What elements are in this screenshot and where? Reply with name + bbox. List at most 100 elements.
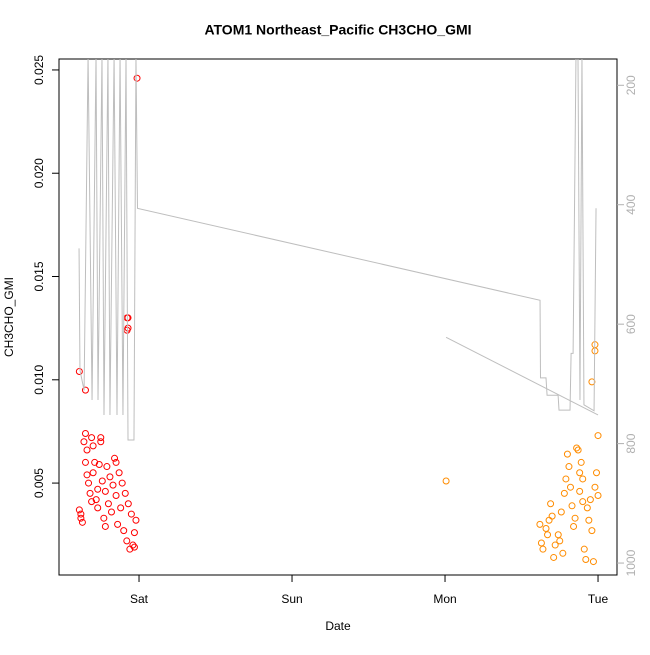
point <box>537 539 545 547</box>
point <box>75 368 83 376</box>
point <box>562 475 570 483</box>
point <box>77 514 85 522</box>
point <box>75 506 83 514</box>
point <box>124 314 132 322</box>
point <box>130 529 138 537</box>
point <box>101 522 109 530</box>
y-tick-label: 0.015 <box>32 261 46 291</box>
point <box>579 475 587 483</box>
point <box>582 556 590 564</box>
y-tick-label: 0.005 <box>32 468 46 498</box>
point <box>111 454 119 462</box>
point <box>109 481 117 489</box>
point <box>80 438 88 446</box>
point <box>579 498 587 506</box>
point <box>545 516 553 524</box>
point <box>114 520 122 528</box>
y2-tick-label: 1000 <box>624 549 638 576</box>
point <box>124 500 132 508</box>
point <box>559 549 567 557</box>
point <box>129 541 137 549</box>
point <box>81 430 89 438</box>
point <box>568 502 576 510</box>
x-tick-label: Sat <box>130 592 149 606</box>
point <box>557 508 565 516</box>
point <box>583 504 591 512</box>
point <box>586 496 594 504</box>
point <box>112 491 120 499</box>
point <box>91 458 99 466</box>
point <box>588 527 596 535</box>
point <box>576 469 584 477</box>
point <box>81 458 89 466</box>
point <box>121 489 129 497</box>
chart-title: ATOM1 Northeast_Pacific CH3CHO_GMI <box>204 22 471 38</box>
point <box>542 525 550 533</box>
point <box>97 434 105 442</box>
point <box>580 545 588 553</box>
point <box>585 516 593 524</box>
y2-tick-label: 200 <box>624 75 638 95</box>
point <box>132 516 140 524</box>
point <box>547 500 555 508</box>
point <box>94 504 102 512</box>
y-tick-label: 0.020 <box>32 158 46 188</box>
point <box>570 522 578 530</box>
point <box>554 531 562 539</box>
point <box>118 479 126 487</box>
point <box>563 450 571 458</box>
y2-tick-label: 600 <box>624 314 638 334</box>
y-tick-label: 0.010 <box>32 364 46 394</box>
point <box>544 531 552 539</box>
point <box>89 442 97 450</box>
x-tick-label: Sun <box>281 592 302 606</box>
point <box>103 463 111 471</box>
point <box>81 386 89 394</box>
point <box>127 510 135 518</box>
point <box>133 74 141 82</box>
point <box>589 558 597 566</box>
point <box>548 512 556 520</box>
y2-tick-label: 800 <box>624 433 638 453</box>
point <box>115 469 123 477</box>
point <box>78 518 86 526</box>
point <box>573 444 581 452</box>
point <box>94 485 102 493</box>
point <box>89 469 97 477</box>
point <box>594 432 602 440</box>
point <box>83 471 91 479</box>
point <box>550 553 558 561</box>
point <box>100 514 108 522</box>
point <box>86 489 94 497</box>
point <box>577 458 585 466</box>
x-tick-label: Mon <box>433 592 456 606</box>
point <box>565 463 573 471</box>
point <box>123 537 131 545</box>
point <box>442 477 450 485</box>
point <box>576 487 584 495</box>
point <box>117 504 125 512</box>
y-axis-label: CH3CHO_GMI <box>2 277 16 357</box>
point <box>92 496 100 504</box>
plot-box <box>58 58 618 576</box>
point <box>130 543 138 551</box>
point <box>571 514 579 522</box>
point <box>88 498 96 506</box>
point <box>98 477 106 485</box>
x-tick-label: Tue <box>588 592 609 606</box>
point <box>592 469 600 477</box>
point <box>120 527 128 535</box>
y2-tick-label: 400 <box>624 194 638 214</box>
point <box>85 479 93 487</box>
point <box>106 473 114 481</box>
point <box>95 460 103 468</box>
point <box>566 483 574 491</box>
point <box>556 537 564 545</box>
point <box>588 378 596 386</box>
point <box>560 489 568 497</box>
point <box>594 491 602 499</box>
point <box>101 487 109 495</box>
point <box>77 510 85 518</box>
x-axis-label: Date <box>325 619 351 633</box>
